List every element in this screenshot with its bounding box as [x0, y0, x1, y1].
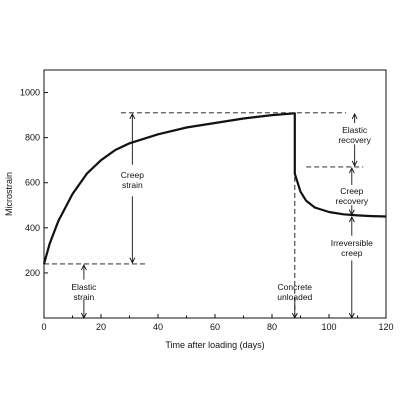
creep-recovery-arrow-down: [348, 205, 355, 216]
creep-strain-arrow-up-head-up: [129, 112, 136, 120]
annotation-1-line-1: strain: [74, 292, 95, 302]
x-tick-label-2: 40: [153, 322, 163, 332]
x-tick-label-1: 20: [96, 322, 106, 332]
y-tick-label-0: 200: [25, 268, 40, 278]
annotation-2-line-0: Elastic: [342, 125, 368, 135]
annotation-3-line-0: Creep: [340, 186, 363, 196]
x-axis-label: Time after loading (days): [165, 340, 264, 350]
concrete-unloaded-arrow: [291, 297, 298, 320]
creep-strain-arrow-down-head-down: [129, 257, 136, 264]
elastic-strain-arrow-base-head-down: [80, 312, 87, 320]
ticks: 0 20 40 60 80 100 120 200 400 600 800 1000: [20, 88, 394, 332]
annotation-0-line-0: Creep: [121, 170, 144, 180]
creep-strain-arrow-down: [129, 196, 136, 264]
irreversible-creep-arrow-up: [348, 215, 355, 236]
irreversible-creep-arrow-up-head-up: [348, 215, 355, 223]
elastic-strain-arrow: [80, 264, 87, 280]
axes: [43, 69, 387, 319]
elastic-recovery-arrow-up-head-up: [351, 112, 358, 120]
annotation-1-line-0: Elastic: [71, 282, 97, 292]
creep-recovery-arrow-up: [348, 167, 355, 185]
creep-recovery-arrow-down-head-down: [348, 209, 355, 216]
annotations: CreepstrainElasticstrainElasticrecoveryC…: [71, 112, 373, 320]
creep-strain-arrow-up: [129, 112, 136, 165]
annotation-4-line-1: creep: [341, 248, 363, 258]
annotation-3-line-1: recovery: [336, 196, 369, 206]
concrete-unloaded-arrow-head-down: [291, 312, 298, 320]
series-layer: [42, 112, 387, 265]
irreversible-creep-arrow-down: [348, 260, 355, 320]
elastic-recovery-arrow-up: [351, 112, 358, 123]
x-tick-label-6: 120: [378, 322, 393, 332]
y-tick-label-3: 800: [25, 133, 40, 143]
creep-recovery-arrow-up-head-up: [348, 167, 355, 174]
annotation-5-line-1: unloaded: [277, 292, 312, 302]
y-tick-label-1: 400: [25, 223, 40, 233]
elastic-strain-arrow-base: [80, 299, 87, 320]
x-tick-label-3: 60: [210, 322, 220, 332]
y-axis-label: Microstrain: [4, 172, 14, 216]
annotation-0-line-1: strain: [122, 180, 143, 190]
elastic-recovery-arrow-down-head-down: [351, 160, 358, 167]
strain-curve-0: [42, 112, 387, 265]
annotation-4-line-0: Irreversible: [331, 238, 373, 248]
x-tick-label-0: 0: [41, 322, 46, 332]
x-tick-label-5: 100: [321, 322, 336, 332]
y-tick-label-4: 1000: [20, 88, 40, 98]
y-tick-label-2: 600: [25, 178, 40, 188]
plot-frame: [43, 69, 387, 319]
x-tick-label-4: 80: [267, 322, 277, 332]
elastic-recovery-arrow-down: [351, 144, 358, 167]
annotation-2-line-1: recovery: [338, 135, 371, 145]
elastic-strain-arrow-head-up: [80, 264, 87, 271]
irreversible-creep-arrow-down-head-down: [348, 312, 355, 320]
annotation-5-line-0: Concrete: [278, 282, 313, 292]
